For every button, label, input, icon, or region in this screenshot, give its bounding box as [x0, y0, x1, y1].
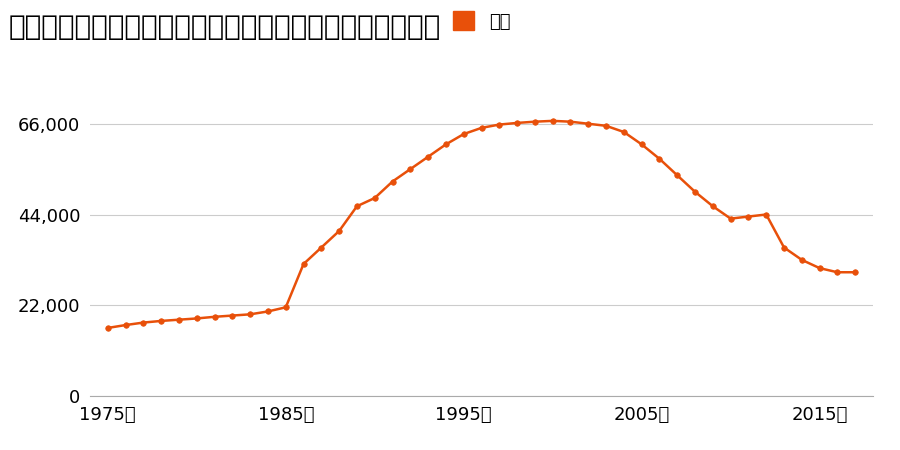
Text: 山口県防府市大字西佐波令字上開出２０３８番の地価推移: 山口県防府市大字西佐波令字上開出２０３８番の地価推移 [9, 14, 441, 41]
Legend: 価格: 価格 [446, 4, 518, 38]
